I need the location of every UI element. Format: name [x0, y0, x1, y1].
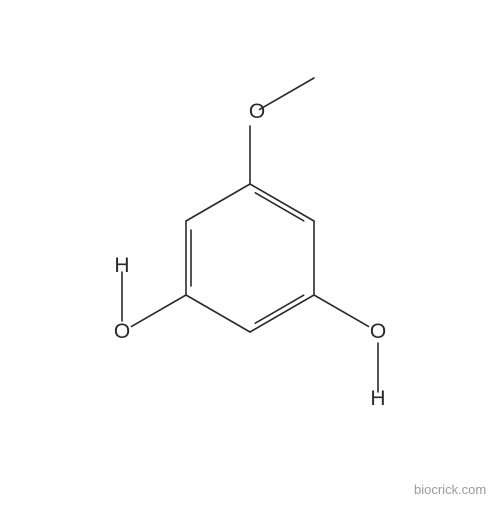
atom-label: H [114, 254, 129, 278]
atom-label: O [249, 100, 265, 124]
atom-label: H [370, 387, 385, 411]
molecule-svg [0, 0, 500, 500]
atom-label: O [114, 320, 130, 344]
atom-label: O [370, 320, 386, 344]
watermark-text: biocrick.com [414, 482, 486, 497]
diagram-canvas: O O H O H biocrick.com [0, 0, 500, 500]
